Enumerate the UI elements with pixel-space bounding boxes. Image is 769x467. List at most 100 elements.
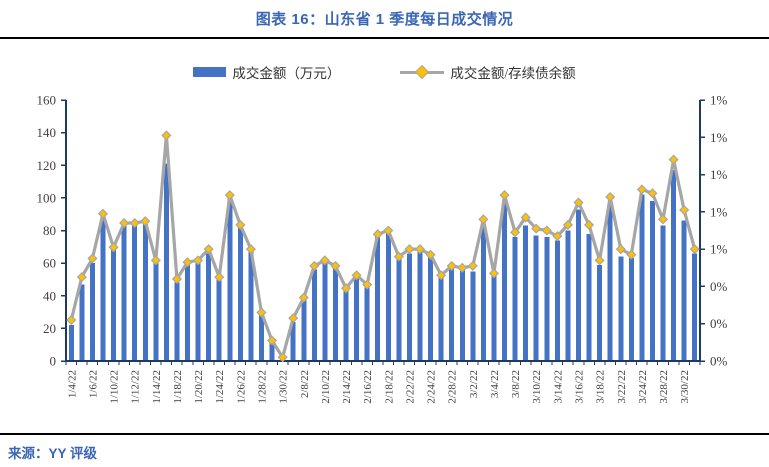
diamond-marker-icon	[584, 219, 595, 230]
diamond-marker-icon	[140, 216, 151, 227]
diamond-marker-icon	[689, 244, 700, 255]
diamond-marker-icon	[636, 184, 647, 195]
diamond-marker-icon	[256, 307, 267, 318]
x-axis-date-label: 3/2/22	[468, 370, 480, 398]
bar	[100, 215, 106, 361]
x-axis-date-label: 2/28/22	[447, 370, 459, 404]
left-axis-tick-label: 80	[43, 223, 56, 238]
bar	[406, 253, 412, 361]
bar	[639, 194, 645, 361]
diamond-marker-icon	[594, 255, 605, 266]
bar	[195, 261, 201, 361]
right-axis-tick-label: 0%	[710, 279, 728, 294]
left-axis-tick-label: 40	[43, 288, 56, 303]
x-axis-date-label: 3/14/22	[552, 370, 564, 404]
bar	[523, 225, 529, 361]
bar	[269, 343, 275, 361]
bar	[79, 284, 85, 361]
diamond-marker-icon	[573, 197, 584, 208]
bar	[163, 163, 169, 361]
bar-series-swatch	[193, 67, 227, 77]
diamond-marker-icon	[351, 270, 362, 281]
bar	[332, 268, 338, 361]
bar	[628, 258, 634, 361]
daily-transaction-chart: 0 20 40 60 80 100 120 140 160 0% 0% 0% 1% 1% 1% 1% 1% 1/4…	[37, 93, 728, 404]
bar	[185, 263, 191, 362]
x-axis-date-label: 3/30/22	[679, 370, 691, 404]
x-axis-date-label: 2/18/22	[383, 370, 395, 404]
bar	[681, 220, 687, 361]
diamond-marker-icon	[362, 279, 373, 290]
x-axis-date-label: 1/4/22	[66, 370, 78, 398]
x-axis-date-label: 1/12/22	[130, 370, 142, 404]
diamond-marker-icon	[235, 219, 246, 230]
bar	[692, 253, 698, 361]
x-axis-date-label: 1/6/22	[87, 370, 99, 398]
diamond-marker-icon	[436, 270, 447, 281]
x-axis-date-label: 3/8/22	[510, 370, 522, 398]
x-axis-date-label: 3/28/22	[658, 370, 670, 404]
x-axis-date-label: 3/18/22	[595, 370, 607, 404]
diamond-marker-icon	[288, 313, 299, 324]
bar	[89, 263, 95, 362]
diamond-marker-icon	[657, 214, 669, 225]
left-axis-tick-label: 20	[43, 321, 56, 336]
bar	[649, 201, 655, 361]
diamond-marker-icon	[214, 272, 225, 283]
bar	[290, 321, 296, 361]
bar	[375, 235, 381, 361]
bar	[491, 274, 497, 361]
diamond-marker-icon	[319, 255, 330, 266]
right-axis-tick-label: 1%	[710, 167, 728, 182]
right-axis-tick-label: 1%	[710, 204, 728, 219]
right-axis-tick-label: 1%	[710, 93, 728, 108]
bar	[248, 251, 254, 361]
diamond-marker-icon	[415, 64, 430, 80]
diamond-marker-icon	[541, 225, 552, 236]
diamond-marker-icon	[330, 260, 341, 271]
diamond-marker-icon	[309, 260, 320, 271]
diamond-marker-icon	[446, 260, 457, 271]
bar	[554, 240, 560, 361]
bar	[618, 256, 624, 361]
x-axis-date-label: 1/26/22	[235, 370, 247, 404]
bar	[586, 233, 592, 361]
source-note: 来源：YY 评级	[8, 446, 98, 461]
x-axis-date-label: 2/14/22	[341, 370, 353, 404]
bar	[428, 256, 434, 361]
bar	[121, 225, 127, 361]
x-axis-date-label: 2/16/22	[362, 370, 374, 404]
legend-item-line: 成交金额/存续债余额	[400, 62, 576, 82]
diamond-marker-icon	[552, 231, 563, 242]
diamond-marker-icon	[414, 244, 426, 255]
diamond-marker-icon	[520, 212, 531, 223]
bar	[417, 250, 423, 361]
bar	[565, 230, 571, 361]
diamond-marker-icon	[383, 225, 394, 236]
diamond-marker-icon	[457, 262, 468, 273]
diamond-marker-icon	[182, 257, 193, 268]
diamond-marker-icon	[267, 335, 278, 346]
bar	[459, 268, 465, 361]
diamond-marker-icon	[129, 217, 140, 229]
bar	[258, 313, 264, 361]
diamond-marker-icon	[108, 242, 119, 253]
bar	[544, 237, 550, 361]
x-axis-date-label: 2/10/22	[320, 370, 332, 404]
diamond-marker-icon	[161, 130, 172, 141]
bar	[311, 269, 317, 361]
diamond-marker-icon	[404, 244, 415, 255]
bottom-divider	[0, 433, 769, 435]
x-axis-date-label: 2/8/22	[299, 370, 311, 398]
diamond-marker-icon	[87, 253, 98, 264]
right-axis-tick-label: 0%	[710, 316, 728, 331]
diamond-marker-icon	[76, 272, 87, 283]
diamond-marker-icon	[668, 154, 679, 165]
bar	[385, 232, 391, 361]
bar	[343, 290, 349, 361]
diamond-marker-icon	[340, 283, 352, 294]
bar	[575, 209, 581, 361]
bar	[597, 264, 603, 361]
bar	[660, 225, 666, 361]
diamond-marker-icon	[562, 219, 573, 230]
